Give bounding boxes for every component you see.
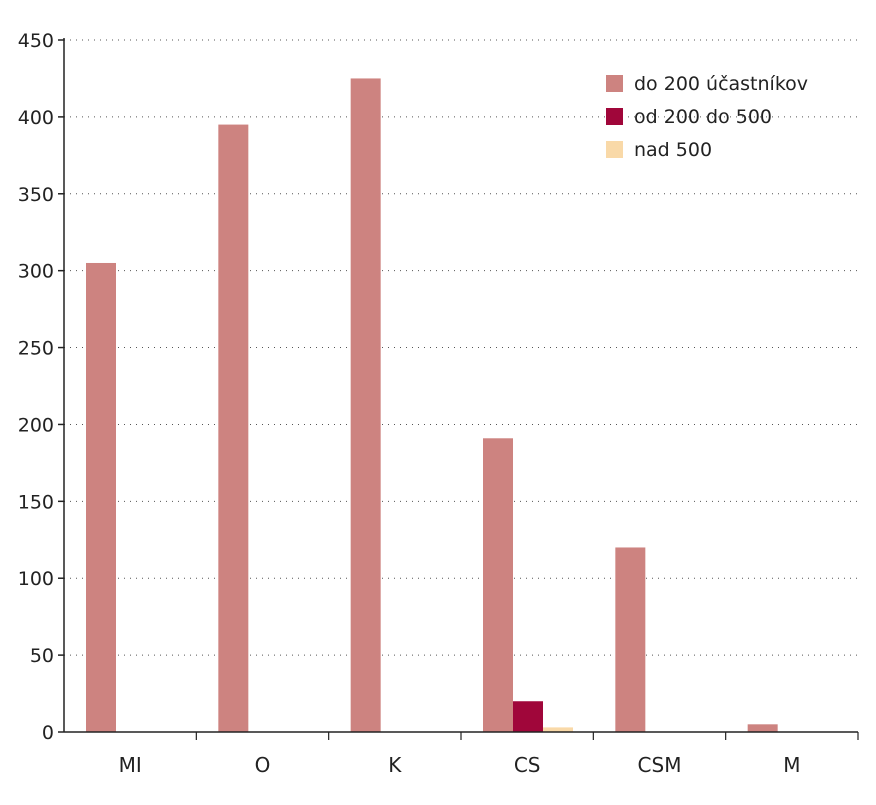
y-tick-label: 150 [18,491,54,513]
grid-lines [64,39,858,656]
legend-label: do 200 účastníkov [634,73,808,95]
x-tick-label: CSM [638,753,682,777]
bar [86,262,116,732]
bars [86,78,778,733]
legend-label: nad 500 [634,139,712,161]
x-tick-label: CS [514,753,541,777]
y-tick-label: 0 [42,722,54,744]
y-tick-label: 350 [18,184,54,206]
y-tick-label: 200 [18,414,54,436]
legend-label: od 200 do 500 [634,106,772,128]
legend-swatch [606,108,623,125]
x-tick-label: O [255,753,271,777]
bar [543,727,573,732]
bar [350,78,381,732]
x-tick-label: M [783,753,800,777]
y-tick-label: 400 [18,107,54,129]
legend-swatch [606,75,623,92]
bar [513,701,543,732]
y-tick-label: 450 [18,30,54,52]
x-tick-label: MI [119,753,142,777]
y-tick-label: 100 [18,568,54,590]
x-tick-label: K [388,753,402,777]
y-tick-label: 250 [18,338,54,360]
axes: 0 50 100 150 200 250 300 350 400 450 MI O K CS CSM M [18,30,859,777]
bar [747,724,778,732]
bar [483,438,513,732]
bar [218,124,249,733]
legend-swatch [606,141,623,158]
bar [615,547,646,732]
legend: do 200 účastníkov od 200 do 500 nad 500 [606,73,808,161]
y-tick-label: 50 [30,645,54,667]
y-tick-label: 300 [18,261,54,283]
